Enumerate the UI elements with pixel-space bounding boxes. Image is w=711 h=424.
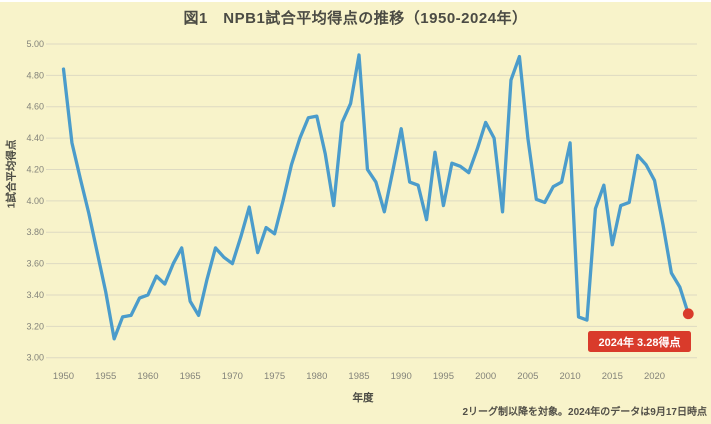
x-tick-label: 1970 (222, 371, 243, 382)
y-axis-label: 1試合平均得点 (5, 139, 18, 209)
y-tick-label: 3.20 (26, 321, 44, 331)
y-axis-ticks: 5.00 4.80 4.60 4.40 4.20 4.00 3.80 3.60 3.40 3.20… (26, 39, 44, 363)
x-tick-label: 2020 (644, 371, 665, 382)
y-tick-label: 5.00 (26, 39, 44, 49)
x-tick-label: 1985 (348, 371, 369, 382)
gridlines (46, 43, 697, 359)
y-tick-label: 4.00 (26, 196, 44, 206)
x-tick-label: 1975 (264, 371, 285, 382)
x-tick-label: 1980 (306, 371, 327, 382)
y-tick-label: 3.00 (26, 353, 44, 363)
chart-title: 図1 NPB1試合平均得点の推移（1950-2024年） (183, 10, 528, 27)
annotation-badge (588, 331, 691, 352)
x-tick-label: 1960 (137, 371, 158, 382)
y-tick-label: 3.60 (26, 259, 44, 269)
y-tick-label: 3.40 (26, 290, 44, 300)
x-tick-label: 1990 (391, 371, 412, 382)
x-tick-label: 1955 (95, 371, 116, 382)
x-axis-ticks: 1950 1955 1960 1965 1970 1975 1980 1985 1990 1995… (53, 371, 665, 382)
y-tick-label: 4.80 (26, 70, 44, 80)
annotation-badge-label: 2024年 3.28得点 (599, 335, 681, 349)
top-border (0, 0, 711, 2)
y-tick-label: 4.40 (26, 133, 44, 143)
x-tick-label: 1995 (433, 371, 454, 382)
y-tick-label: 4.60 (26, 102, 44, 112)
x-tick-label: 2015 (602, 371, 623, 382)
x-tick-label: 1965 (180, 371, 201, 382)
y-tick-label: 3.80 (26, 227, 44, 237)
series-layer (61, 53, 694, 341)
footnote: 2リーグ制以降を対象。2024年のデータは9月17日時点 (462, 407, 708, 418)
x-tick-label: 2000 (475, 371, 496, 382)
x-tick-label: 2005 (517, 371, 538, 382)
series-line (61, 53, 690, 341)
data-point-2024 (682, 308, 694, 320)
annotation-layer: 2024年 3.28得点 (588, 331, 691, 352)
y-tick-label: 4.20 (26, 164, 44, 174)
x-tick-label: 2010 (560, 371, 581, 382)
x-tick-label: 1950 (53, 371, 74, 382)
x-axis-label: 年度 (352, 392, 374, 404)
